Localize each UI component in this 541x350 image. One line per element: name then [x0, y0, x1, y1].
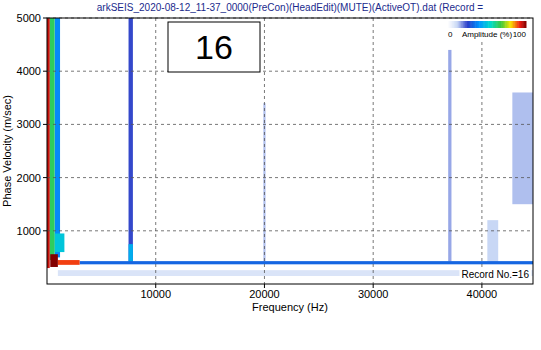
cell	[50, 18, 55, 260]
tick	[43, 18, 47, 19]
colorbar-tick-label: 100	[513, 30, 527, 39]
cell	[448, 50, 451, 262]
grid-line	[47, 124, 533, 125]
cell	[512, 92, 533, 204]
grid-line	[47, 71, 533, 72]
title: arkSEIS_2020-08-12_11-37_0000(PreCon)(He…	[97, 2, 484, 13]
background	[0, 0, 541, 350]
tick	[43, 71, 47, 72]
cell	[129, 18, 133, 262]
tick-label: 20000	[249, 288, 280, 300]
tick-label: 4000	[17, 65, 41, 77]
y-axis-title: Phase Velocity (m/sec)	[1, 95, 13, 207]
colorbar-tick-label: 0	[448, 30, 453, 39]
plot-frame	[47, 18, 533, 284]
tick	[43, 230, 47, 231]
cell	[50, 254, 58, 267]
cell	[55, 18, 60, 257]
cell	[55, 233, 65, 252]
tick-label: 10000	[140, 288, 171, 300]
colorbar-label: Amplitude (%)	[462, 30, 513, 39]
record-number: 16	[195, 28, 233, 66]
record-label-background	[459, 268, 531, 281]
colorbar-step	[525, 21, 527, 28]
colorbar-background	[444, 19, 530, 41]
grid-line	[373, 18, 374, 284]
tick-label: 2000	[17, 172, 41, 184]
tick-label: 3000	[17, 118, 41, 130]
grid	[47, 18, 533, 284]
tick	[43, 124, 47, 125]
grid-line	[481, 18, 482, 284]
cell	[58, 260, 80, 265]
grid-line	[47, 177, 533, 178]
grid-line	[264, 18, 265, 284]
cell	[487, 220, 498, 263]
chart: arkSEIS_2020-08-12_11-37_0000(PreCon)(He…	[0, 0, 541, 350]
cell	[129, 244, 133, 262]
record-label: Record No.=16	[461, 269, 529, 280]
x-axis-title: Frequency (Hz)	[252, 301, 328, 313]
record-box	[168, 22, 260, 72]
grid-line	[155, 18, 156, 284]
grid-line	[47, 230, 533, 231]
tick-label: 30000	[358, 288, 389, 300]
tick-label: 1000	[17, 225, 41, 237]
cell	[80, 261, 533, 264]
cells	[47, 18, 533, 276]
tick-label: 5000	[17, 12, 41, 24]
tick-label: 40000	[467, 288, 498, 300]
tick	[43, 177, 47, 178]
